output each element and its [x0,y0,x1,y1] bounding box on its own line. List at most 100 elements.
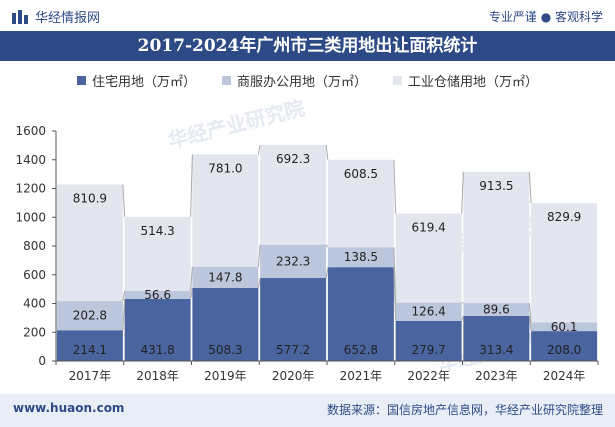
series-connector-line [325,267,329,279]
bar-segment-commercial [260,244,327,279]
data-label: 514.3 [140,224,174,238]
series-connector-line [325,244,329,248]
bar-segment-commercial [395,302,462,321]
series-connector-line [325,145,329,160]
x-tick-label: 2018年 [136,369,179,383]
bar-segment-industrial [531,203,598,323]
bar-segment-commercial [192,266,259,288]
bar-segment-residential [260,278,327,361]
data-label: 208.0 [547,343,581,357]
series-connector-line [461,171,464,214]
bar-segment-residential [327,267,394,361]
brand-name: 华经情报网 [35,11,101,26]
legend-label-industrial: 工业仓储用地（万㎡） [408,74,539,90]
bar-segment-residential [124,298,191,361]
legend: 住宅用地（万㎡） 商服办公用地（万㎡） 工业仓储用地（万㎡） [0,71,615,90]
data-label: 577.2 [276,343,310,357]
y-tick-label: 800 [23,239,46,253]
data-source: 数据来源：国信房地产信息网，华经产业研究院整理 [326,403,603,417]
bar-segment-commercial [56,301,123,331]
series-connector-line [122,184,126,217]
footer: www.huaon.com 数据来源：国信房地产信息网，华经产业研究院整理 [0,394,615,427]
website-link[interactable]: www.huaon.com [13,401,125,415]
bar-segment-commercial [124,290,191,299]
y-tick-label: 200 [23,325,46,339]
bar-segment-commercial [531,322,598,332]
bar-segment-industrial [463,171,530,304]
bar-segment-industrial [192,154,259,267]
x-tick-label: 2021年 [340,369,383,383]
data-label: 279.7 [411,343,445,357]
y-tick-label: 1200 [15,182,46,196]
series-connector-line [393,159,397,214]
data-label: 60.1 [551,320,578,334]
legend-item-industrial: 工业仓储用地（万㎡） [393,71,539,90]
series-connector-line [122,298,126,331]
bar-segment-industrial [327,159,394,248]
data-label: 313.4 [479,343,513,357]
data-label: 138.5 [344,250,378,264]
x-tick-label: 2023年 [475,369,518,383]
bar-segment-commercial [463,303,530,316]
data-label: 126.4 [411,305,445,319]
data-label: 913.5 [479,179,513,193]
bar-segment-residential [192,287,259,361]
series-connector-line [393,267,397,321]
legend-item-commercial: 商服办公用地（万㎡） [221,71,367,90]
stacked-bar-chart: 华经产业研究院华经产业研究院华经产业研究院0200400600800100012… [15,96,599,383]
legend-swatch-industrial [393,75,402,85]
y-tick-label: 1600 [15,124,46,138]
data-label: 232.3 [276,254,310,268]
data-label: 829.9 [547,210,581,224]
series-connector-line [257,244,261,267]
y-tick-label: 400 [23,297,46,311]
top-bar: 华经情报网 专业严谨 ● 客观科学 [0,0,615,30]
y-tick-label: 600 [23,268,46,282]
series-connector-line [461,315,464,321]
chart-title: 2017-2024年广州市三类用地出让面积统计 [0,31,615,61]
legend-label-residential: 住宅用地（万㎡） [91,74,196,90]
x-tick-label: 2020年 [272,369,315,383]
bar-segment-industrial [260,145,327,245]
x-tick-label: 2017年 [69,369,112,383]
x-tick-label: 2019年 [204,369,247,383]
data-label: 147.8 [208,270,242,284]
bar-segment-commercial [327,247,394,268]
brand-logo[interactable]: 华经情报网 [12,7,100,26]
data-label: 810.9 [73,192,107,206]
watermark-text: 华经产业研究院 [165,96,307,153]
slogan: 专业严谨 ● 客观科学 [488,10,603,24]
bar-segment-residential [56,330,123,361]
series-connector-line [190,287,193,300]
y-tick-label: 1400 [15,153,46,167]
series-connector-line [393,247,397,303]
bar-segment-industrial [395,213,462,303]
bar-segment-residential [531,331,598,361]
series-connector-line [257,145,261,155]
data-label: 652.8 [344,343,378,357]
series-connector-line [190,266,193,291]
bar-segment-residential [395,320,462,361]
bar-segment-residential [463,315,530,361]
data-label: 431.8 [140,343,174,357]
data-label: 214.1 [73,343,107,357]
data-label: 781.0 [208,161,242,175]
series-connector-line [528,171,532,204]
y-tick-label: 1000 [15,210,46,224]
data-label: 619.4 [411,221,445,235]
legend-item-residential: 住宅用地（万㎡） [76,71,196,90]
data-label: 692.3 [276,152,310,166]
data-label: 56.6 [144,288,171,302]
series-connector-line [528,303,532,323]
series-connector-line [190,154,193,217]
series-connector-line [122,290,126,302]
legend-swatch-commercial [221,75,231,85]
x-tick-label: 2022年 [407,369,450,383]
bar-segment-industrial [124,216,191,291]
y-tick-label: 0 [38,354,46,368]
bar-segment-industrial [56,184,123,302]
data-label: 89.6 [483,303,510,317]
data-label: 508.3 [208,343,242,357]
x-tick-label: 2024年 [543,369,586,383]
